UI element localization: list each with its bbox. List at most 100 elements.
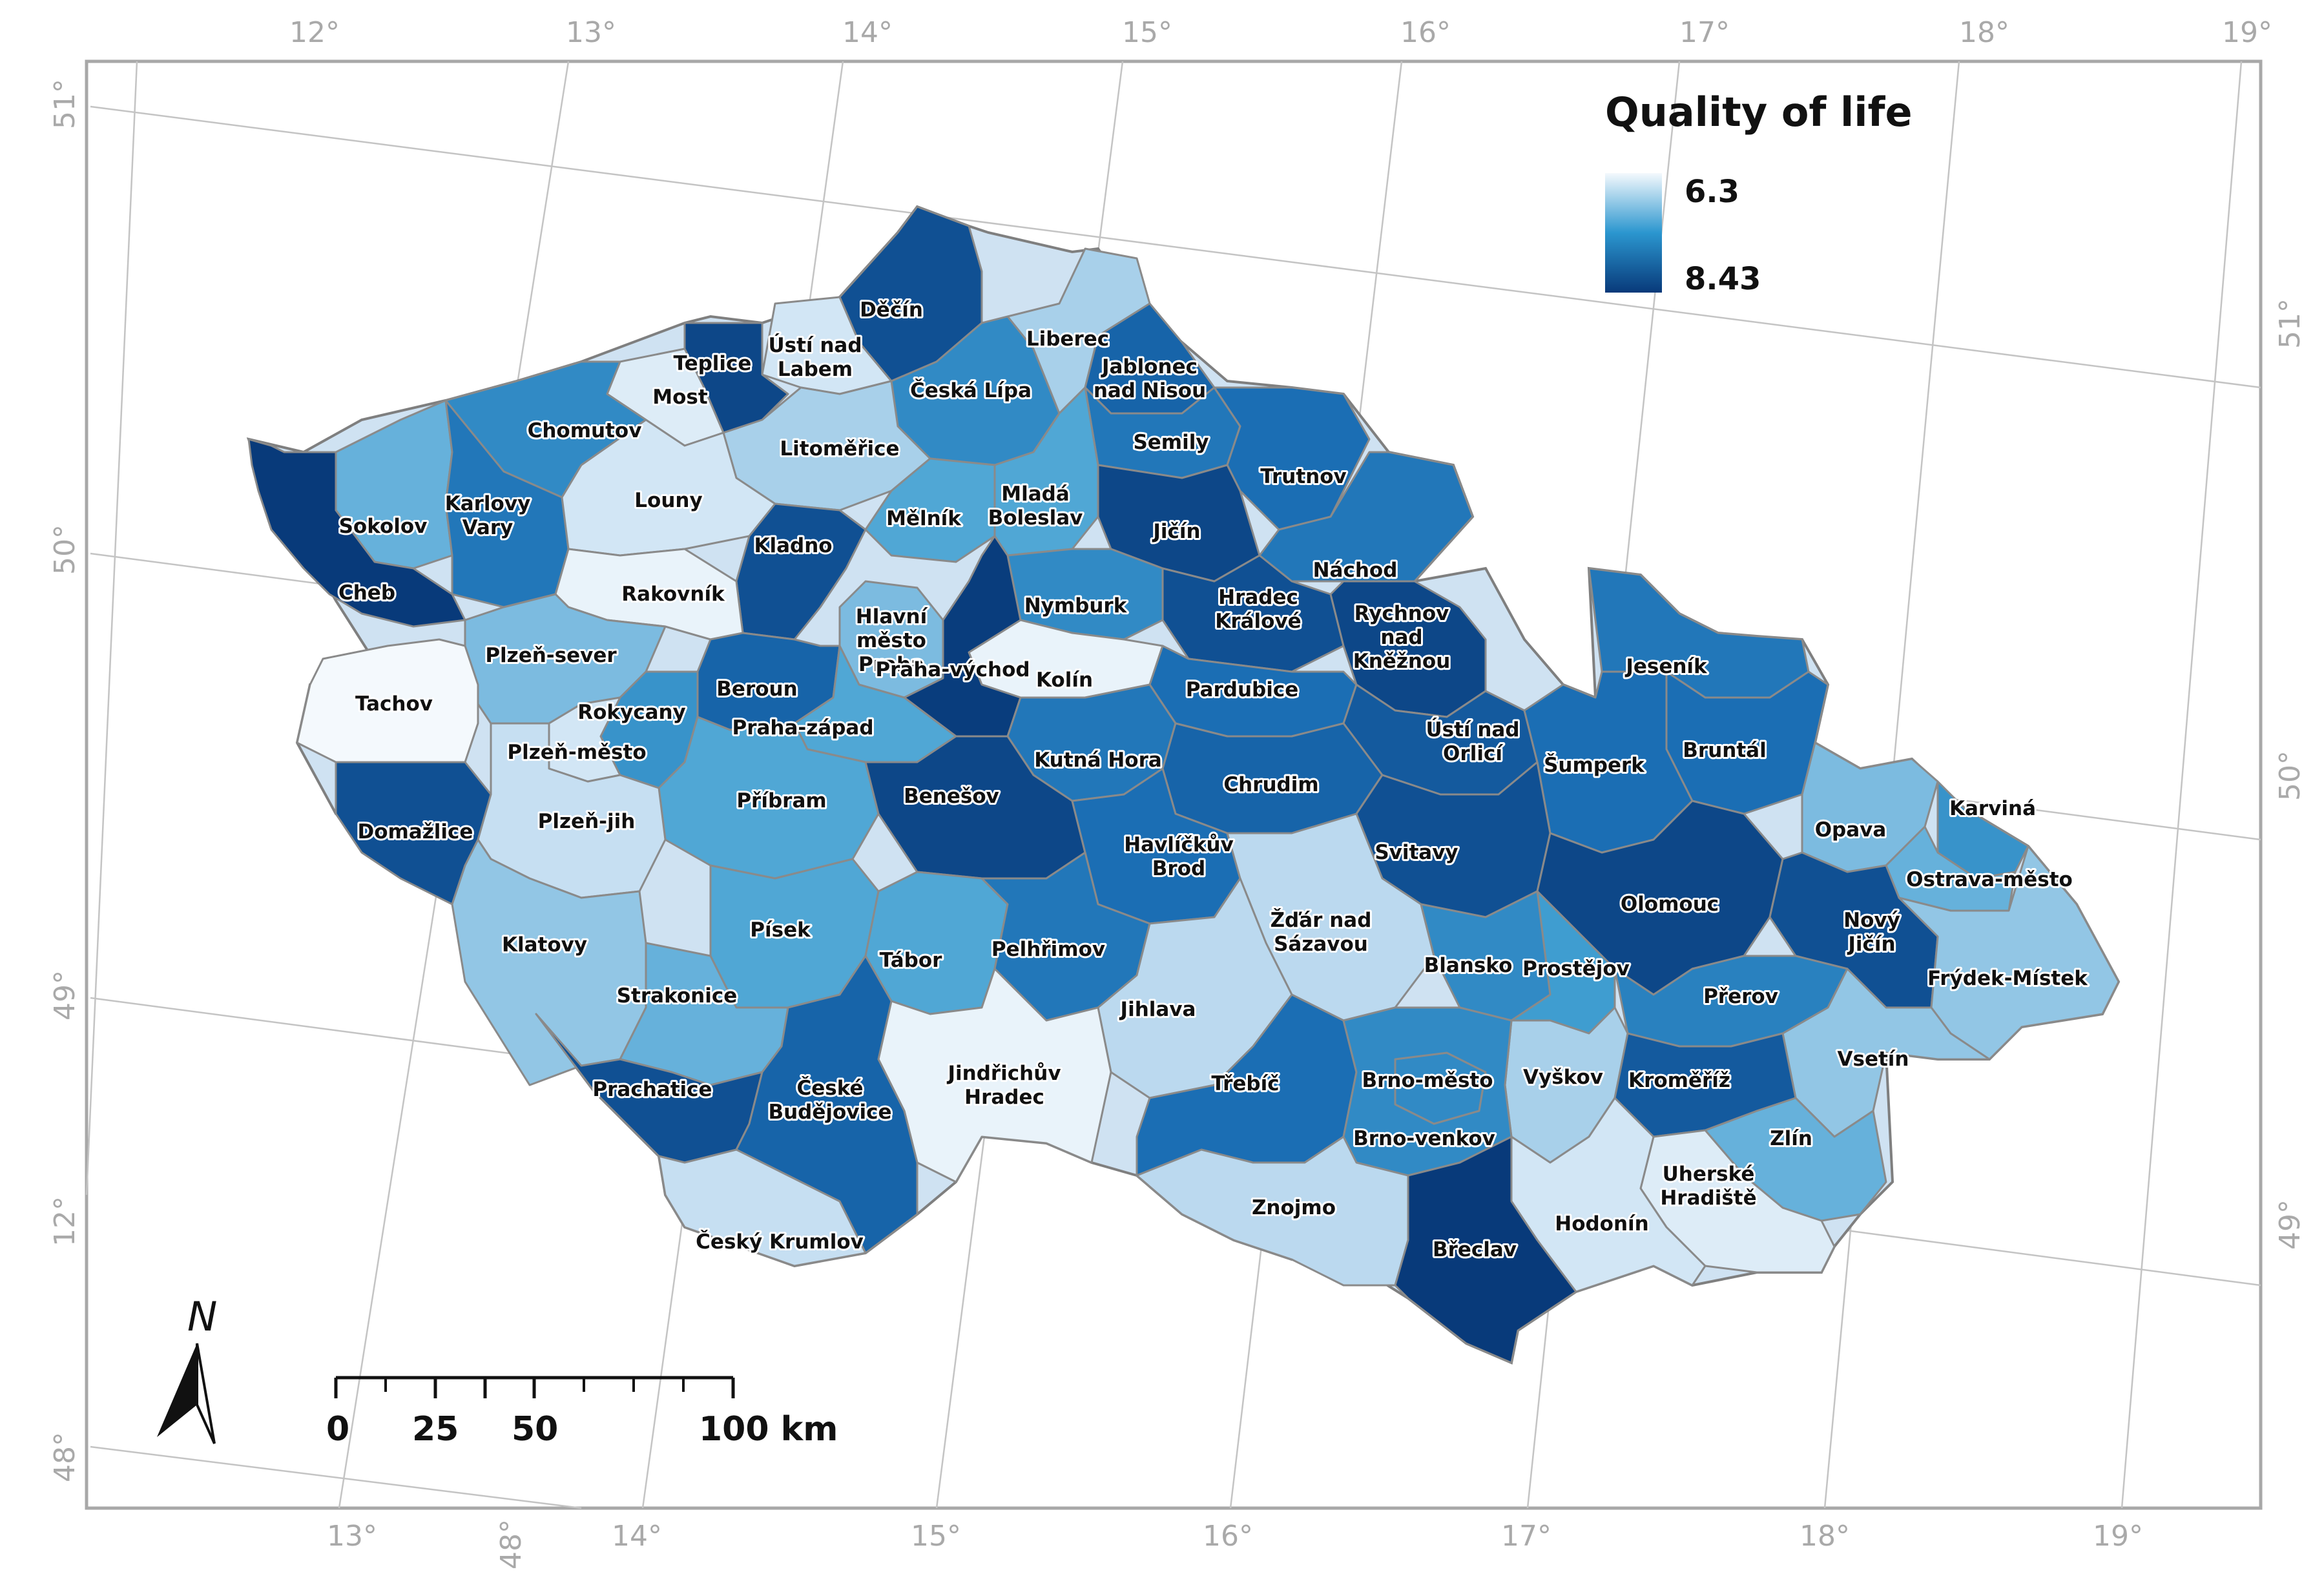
label-pisek: Písek (750, 918, 811, 942)
district-labels: Děčín Ústí nad Labem Teplice Most Česká L… (337, 296, 2090, 1263)
label-brno-venkov: Brno-venkov (1353, 1127, 1495, 1150)
label-sokolov: Sokolov (339, 515, 428, 538)
scale-label-50: 50 (512, 1410, 558, 1449)
label-jicin: Jičín (1152, 520, 1200, 543)
district-breclav[interactable] (1394, 1135, 1577, 1364)
label-praha: Hlavní město Praha (856, 605, 928, 676)
district-layer (247, 205, 2120, 1364)
tick-labels: 12° 13° 14° 15° 16° 17° 18° 19° 13° 14° … (48, 16, 2307, 1569)
north-arrow-icon-right (196, 1343, 216, 1444)
bottom-tick: 48° (495, 1519, 528, 1569)
label-brno-mesto: Brno-město (1362, 1069, 1493, 1092)
right-tick: 50° (2274, 751, 2307, 801)
label-jesenik: Jeseník (1624, 655, 1708, 678)
scale-label-25: 25 (412, 1410, 459, 1449)
label-praha-vychod: Praha-východ (875, 658, 1030, 681)
district-cesky-krumlov[interactable] (658, 1148, 867, 1267)
label-kolin: Kolín (1036, 668, 1093, 692)
label-novy-jicin: Nový Jičín (1843, 909, 1900, 956)
legend-title: Quality of life (1605, 88, 1913, 136)
label-rokycany: Rokycany (577, 701, 686, 724)
label-plzen-jih: Plzeň-jih (538, 810, 636, 833)
label-decin: Děčín (860, 298, 923, 322)
label-plzen-sever: Plzeň-sever (485, 644, 617, 667)
left-tick: 51° (48, 79, 81, 129)
label-opava: Opava (1815, 818, 1887, 842)
label-blansko: Blansko (1424, 954, 1513, 977)
right-tick: 51° (2274, 298, 2307, 349)
label-rychnov: Rychnov nad Kněžnou (1353, 602, 1451, 673)
label-kromeriz: Kroměříž (1628, 1069, 1730, 1092)
label-cheb: Cheb (338, 581, 395, 605)
label-uherske-hradiste: Uherské Hradiště (1660, 1163, 1756, 1210)
left-tick: 49° (48, 970, 81, 1020)
bottom-tick: 16° (1203, 1520, 1253, 1553)
left-tick: 12° (48, 1196, 81, 1247)
top-tick: 13° (566, 16, 616, 49)
label-domazlice: Domažlice (358, 820, 473, 844)
label-teplice: Teplice (674, 352, 752, 375)
district-cheb[interactable] (247, 438, 466, 628)
district-melnik[interactable] (864, 457, 996, 563)
label-vyskov: Vyškov (1523, 1066, 1603, 1089)
legend-color-ramp (1605, 173, 1662, 293)
label-jablonec: Jablonec nad Nisou (1094, 355, 1206, 402)
district-jihlava[interactable] (1097, 877, 1293, 1099)
scale-bar: 0 25 50 100 km (326, 1376, 838, 1449)
label-znojmo: Znojmo (1252, 1196, 1336, 1219)
label-prerov: Přerov (1703, 985, 1778, 1008)
label-breclav: Břeclav (1433, 1238, 1517, 1261)
district-nachod[interactable] (1258, 451, 1474, 583)
label-havlickuv-brod: Havlíčkův Brod (1124, 833, 1234, 880)
scale-label-0: 0 (326, 1410, 349, 1449)
top-tick: 16° (1400, 16, 1451, 49)
label-hradec-kralove: Hradec Králové (1215, 586, 1301, 633)
bottom-tick: 17° (1501, 1520, 1551, 1553)
right-tick: 49° (2274, 1199, 2307, 1250)
label-melnik: Mělník (886, 507, 962, 530)
top-tick: 18° (1959, 16, 2009, 49)
legend: Quality of life 6.3 8.43 (1605, 88, 1913, 297)
left-tick: 48° (48, 1432, 81, 1482)
label-ceske-budejovice: České Budějovice (768, 1076, 891, 1124)
top-tick: 19° (2222, 16, 2272, 49)
bottom-tick: 18° (1800, 1520, 1850, 1553)
label-plzen-mesto: Plzeň-město (507, 741, 646, 764)
label-svitavy: Svitavy (1375, 841, 1458, 864)
label-frydek-mistek: Frýdek-Místek (1927, 967, 2088, 990)
label-klatovy: Klatovy (502, 933, 587, 957)
label-sumperk: Šumperk (1544, 753, 1645, 777)
label-kladno: Kladno (754, 534, 832, 557)
label-pribram: Příbram (736, 789, 826, 813)
district-tachov[interactable] (296, 638, 479, 763)
label-nymburk: Nymburk (1024, 594, 1128, 617)
legend-min-label: 6.3 (1685, 174, 1739, 210)
label-karvina: Karviná (1949, 797, 2036, 820)
label-louny: Louny (634, 489, 702, 512)
legend-max-label: 8.43 (1685, 261, 1761, 297)
label-zdar: Žďár nad Sázavou (1271, 909, 1372, 956)
label-rakovnik: Rakovník (621, 583, 725, 606)
label-beroun: Beroun (716, 678, 797, 701)
label-karlovy-vary: Karlovy Vary (445, 492, 531, 539)
label-praha-zapad: Praha-západ (732, 716, 873, 740)
label-usti-nad-labem: Ústí nad Labem (768, 333, 862, 381)
label-ceska-lipa: Česká Lípa (910, 378, 1032, 402)
label-trutnov: Trutnov (1260, 465, 1347, 488)
top-tick: 17° (1679, 16, 1730, 49)
label-jihlava: Jihlava (1119, 998, 1196, 1021)
label-kutna-hora: Kutná Hora (1034, 749, 1162, 772)
label-litomerice: Litoměřice (780, 437, 899, 461)
north-arrow-label: N (187, 1293, 217, 1340)
left-tick: 50° (48, 524, 81, 575)
label-strakonice: Strakonice (617, 984, 738, 1008)
label-trebic: Třebíč (1211, 1072, 1279, 1095)
top-tick: 12° (289, 16, 340, 49)
label-most: Most (652, 386, 708, 409)
north-arrow: N (157, 1293, 217, 1444)
label-chrudim: Chrudim (1223, 773, 1318, 796)
label-ostrava: Ostrava-město (1906, 868, 2073, 891)
label-cesky-krumlov: Český Krumlov (696, 1230, 864, 1254)
label-vsetin: Vsetín (1838, 1048, 1909, 1071)
